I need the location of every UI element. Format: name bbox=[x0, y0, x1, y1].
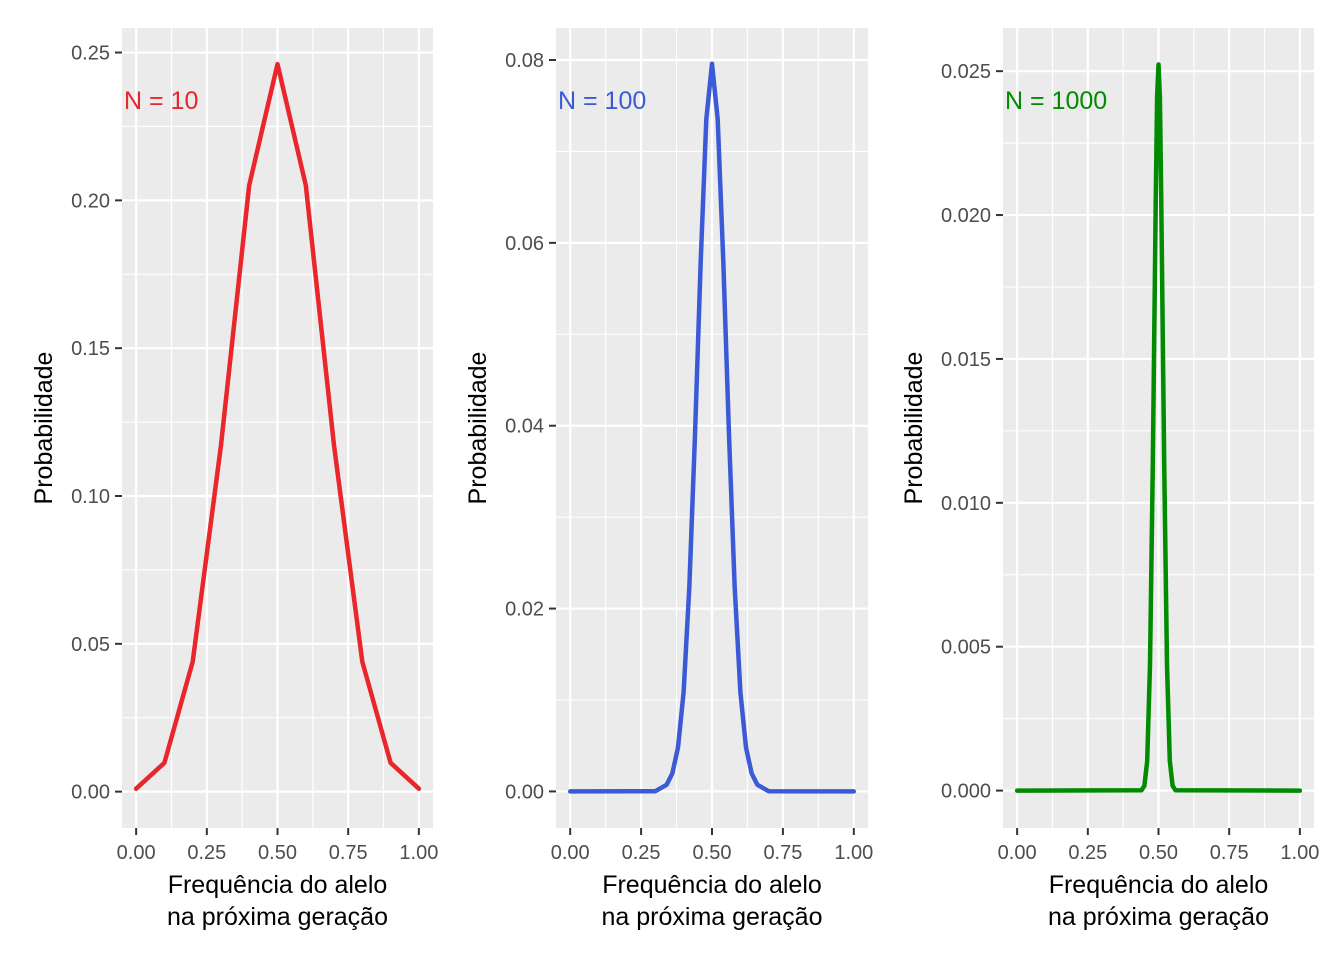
x-axis-title-line2: na próxima geração bbox=[1048, 903, 1269, 931]
x-tick-label: 0.75 bbox=[329, 842, 368, 864]
y-tick-label: 0.10 bbox=[71, 486, 110, 508]
y-tick-label: 0.02 bbox=[505, 599, 544, 621]
x-tick-label: 0.75 bbox=[763, 842, 802, 864]
y-tick-label: 0.20 bbox=[71, 190, 110, 212]
x-tick-label: 0.50 bbox=[1139, 842, 1178, 864]
annotation-label: N = 10 bbox=[124, 87, 198, 115]
y-tick-label: 0.04 bbox=[505, 416, 544, 438]
x-tick-label: 0.00 bbox=[998, 842, 1037, 864]
y-tick-label: 0.010 bbox=[941, 493, 991, 515]
x-tick-label: 0.25 bbox=[1068, 842, 1107, 864]
x-tick-label: 0.25 bbox=[622, 842, 661, 864]
y-tick-label: 0.00 bbox=[71, 782, 110, 804]
y-tick-label: 0.15 bbox=[71, 338, 110, 360]
x-axis-title-line1: Frequência do alelo bbox=[602, 871, 822, 899]
y-axis-title: Probabilidade bbox=[30, 352, 58, 505]
x-axis-title-line1: Frequência do alelo bbox=[168, 871, 388, 899]
annotation-label: N = 100 bbox=[558, 87, 646, 115]
x-tick-label: 0.25 bbox=[187, 842, 226, 864]
y-tick-label: 0.000 bbox=[941, 781, 991, 803]
x-axis-title-line2: na próxima geração bbox=[602, 903, 823, 931]
x-tick-label: 1.00 bbox=[1280, 842, 1319, 864]
axis-ticks: 0.00 0.25 0.50 0.75 1.00 0.000 0.005 0.010 0.015… bbox=[941, 61, 1319, 864]
y-tick-label: 0.00 bbox=[505, 781, 544, 803]
x-tick-label: 1.00 bbox=[834, 842, 873, 864]
y-tick-label: 0.015 bbox=[941, 349, 991, 371]
chart-panel-n1000: 0.00 0.25 0.50 0.75 1.00 0.000 0.005 0.010 0.015… bbox=[900, 28, 1319, 931]
y-tick-label: 0.025 bbox=[941, 61, 991, 83]
x-tick-label: 0.75 bbox=[1210, 842, 1249, 864]
x-tick-label: 0.00 bbox=[551, 842, 590, 864]
annotation-label: N = 1000 bbox=[1005, 87, 1107, 115]
y-tick-label: 0.06 bbox=[505, 233, 544, 255]
y-axis-title: Probabilidade bbox=[900, 352, 928, 505]
y-tick-label: 0.05 bbox=[71, 634, 110, 656]
x-axis-title-line2: na próxima geração bbox=[167, 903, 388, 931]
chart-panel-n100: 0.00 0.25 0.50 0.75 1.00 0.00 0.02 0.04 0.06 0.08… bbox=[464, 28, 873, 931]
y-tick-label: 0.020 bbox=[941, 205, 991, 227]
y-tick-label: 0.005 bbox=[941, 637, 991, 659]
series-line bbox=[1014, 62, 1303, 793]
x-tick-label: 0.50 bbox=[258, 842, 297, 864]
y-tick-label: 0.25 bbox=[71, 43, 110, 65]
axis-ticks: 0.00 0.25 0.50 0.75 1.00 0.00 0.02 0.04 0.06 0.08 bbox=[505, 50, 873, 864]
x-tick-label: 0.50 bbox=[693, 842, 732, 864]
x-axis-title-line1: Frequência do alelo bbox=[1049, 871, 1269, 899]
y-axis-title: Probabilidade bbox=[464, 352, 492, 505]
series-line bbox=[567, 61, 857, 794]
x-tick-label: 0.00 bbox=[117, 842, 156, 864]
y-tick-label: 0.08 bbox=[505, 50, 544, 72]
gridlines bbox=[122, 28, 433, 828]
axis-ticks: 0.00 0.25 0.50 0.75 1.00 0.00 0.05 0.10 0.15 0.20… bbox=[71, 43, 438, 864]
series-line bbox=[133, 61, 422, 791]
chart-panel-n10: 0.00 0.25 0.50 0.75 1.00 0.00 0.05 0.10 0.15 0.20… bbox=[30, 28, 438, 931]
x-tick-label: 1.00 bbox=[399, 842, 438, 864]
